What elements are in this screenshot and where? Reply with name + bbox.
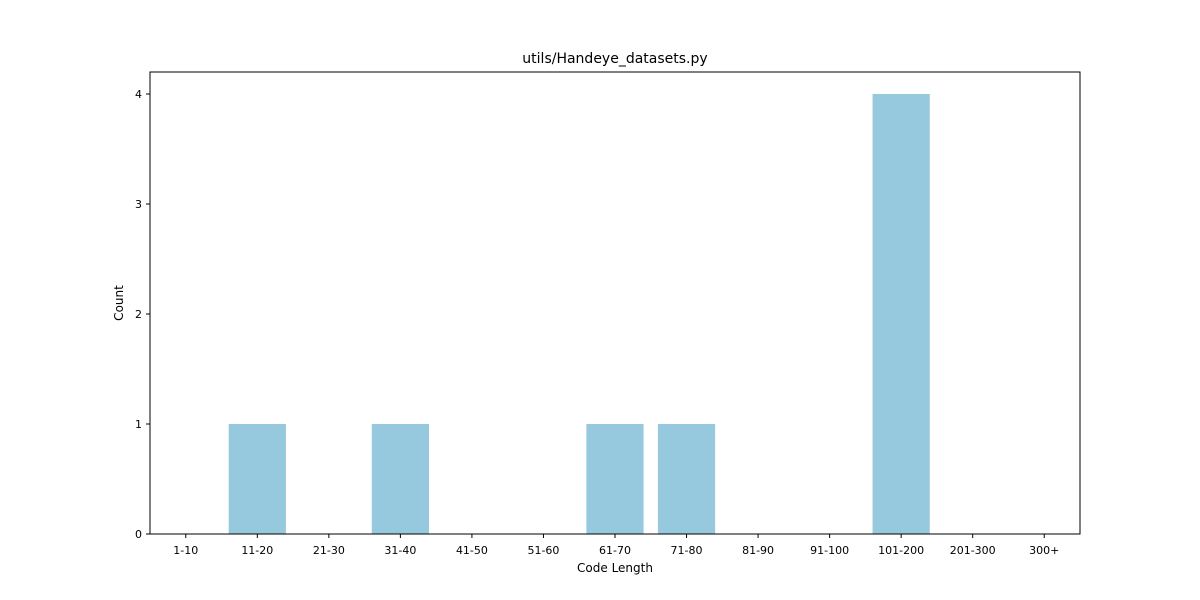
x-tick-label: 21-30: [313, 544, 345, 557]
chart-title: utils/Handeye_datasets.py: [522, 51, 707, 67]
bar-101-200: [873, 94, 930, 534]
x-tick-label: 51-60: [527, 544, 559, 557]
y-tick-label: 2: [135, 308, 142, 321]
y-tick-label: 0: [135, 528, 142, 541]
x-tick-label: 101-200: [878, 544, 924, 557]
x-tick-label: 201-300: [950, 544, 996, 557]
x-tick-label: 1-10: [173, 544, 198, 557]
x-tick-label: 81-90: [742, 544, 774, 557]
y-axis-label: Count: [112, 285, 126, 321]
x-tick-label: 91-100: [810, 544, 849, 557]
x-tick-label: 41-50: [456, 544, 488, 557]
x-tick-label: 300+: [1029, 544, 1059, 557]
y-tick-label: 1: [135, 418, 142, 431]
bar-61-70: [586, 424, 643, 534]
x-axis-label: Code Length: [577, 561, 653, 575]
x-tick-label: 31-40: [384, 544, 416, 557]
bar-31-40: [372, 424, 429, 534]
y-tick-label: 4: [135, 88, 142, 101]
x-tick-label: 71-80: [671, 544, 703, 557]
bar-71-80: [658, 424, 715, 534]
x-tick-label: 11-20: [241, 544, 273, 557]
bar-11-20: [229, 424, 286, 534]
x-tick-label: 61-70: [599, 544, 631, 557]
y-tick-label: 3: [135, 198, 142, 211]
